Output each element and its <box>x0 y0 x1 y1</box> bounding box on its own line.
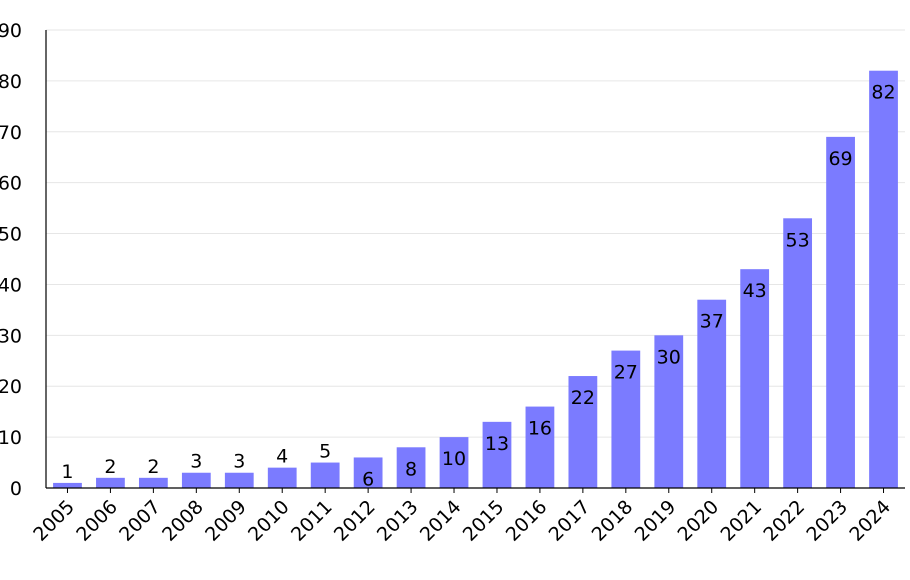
bar-2013 <box>396 447 426 488</box>
gridlines <box>46 29 905 438</box>
bar-2015 <box>482 421 512 488</box>
bar-2011 <box>310 462 340 488</box>
x-tick-label: 2018 <box>588 496 638 546</box>
data-label-2021: 43 <box>743 280 767 302</box>
y-tick-label: 20 <box>0 376 22 398</box>
data-label-2013: 8 <box>405 458 417 480</box>
x-tick-label: 2005 <box>29 496 79 546</box>
x-tick-label: 2006 <box>72 496 122 546</box>
x-tick-label: 2007 <box>115 496 165 546</box>
data-label-2011: 5 <box>319 441 331 463</box>
data-label-2009: 3 <box>233 451 245 473</box>
y-tick-label: 30 <box>0 325 22 347</box>
x-tick-label: 2015 <box>459 496 509 546</box>
bar-2019 <box>654 335 684 488</box>
x-tick-label: 2016 <box>502 496 552 546</box>
bar-2017 <box>568 376 598 488</box>
bar-2016 <box>525 406 555 488</box>
y-tick-label: 40 <box>0 274 22 296</box>
bar-2010 <box>267 467 297 488</box>
x-tick-label: 2013 <box>373 496 423 546</box>
x-tick-label: 2008 <box>158 496 208 546</box>
y-tick-label: 80 <box>0 71 22 93</box>
bar-2012 <box>353 457 383 488</box>
x-tick-label: 2009 <box>201 496 251 546</box>
x-tick-label: 2019 <box>631 496 681 546</box>
x-axis: 2005200620072008200920102011201220132014… <box>29 487 905 546</box>
x-tick-label: 2020 <box>674 496 724 546</box>
data-label-2008: 3 <box>190 451 202 473</box>
x-tick-label: 2014 <box>416 496 466 546</box>
data-label-2017: 22 <box>571 387 595 409</box>
data-label-2015: 13 <box>485 433 509 455</box>
y-tick-label: 60 <box>0 173 22 195</box>
x-tick-label: 2011 <box>287 496 337 546</box>
x-tick-label: 2023 <box>802 496 852 546</box>
y-tick-label: 90 <box>0 20 22 42</box>
data-label-2018: 27 <box>614 362 638 384</box>
data-label-2012: 6 <box>362 468 374 490</box>
data-label-2006: 2 <box>104 456 116 478</box>
y-tick-label: 50 <box>0 224 22 246</box>
data-label-2016: 16 <box>528 418 552 440</box>
x-tick-label: 2021 <box>716 496 766 546</box>
bar-2023 <box>826 136 855 488</box>
data-label-2007: 2 <box>147 456 159 478</box>
x-tick-label: 2017 <box>545 496 595 546</box>
bars <box>53 70 898 489</box>
x-tick-label: 2024 <box>845 496 895 546</box>
bar-2008 <box>181 472 211 488</box>
bar-2005 <box>53 482 82 488</box>
data-label-2020: 37 <box>700 311 724 333</box>
bar-2007 <box>138 477 168 488</box>
x-tick-label: 2022 <box>759 496 809 546</box>
bar-2006 <box>96 477 125 488</box>
bar-2009 <box>224 472 254 488</box>
data-label-2005: 1 <box>61 461 73 483</box>
bar-2022 <box>783 218 813 489</box>
bar-2024 <box>869 70 898 488</box>
bar-2018 <box>611 350 641 488</box>
y-tick-label: 0 <box>10 478 22 500</box>
x-tick-label: 2010 <box>244 496 294 546</box>
bar-2014 <box>439 437 469 488</box>
bar-2020 <box>697 299 727 488</box>
data-label-2022: 53 <box>786 229 810 251</box>
y-tick-label: 10 <box>0 427 22 449</box>
y-tick-label: 70 <box>0 122 22 144</box>
x-tick-label: 2012 <box>330 496 380 546</box>
y-axis: 0 10 20 30 40 50 60 70 80 90 <box>0 20 47 500</box>
data-label-2024: 82 <box>871 82 895 104</box>
bar-2021 <box>740 269 770 488</box>
data-label-2014: 10 <box>442 448 466 470</box>
data-label-2023: 69 <box>828 148 852 170</box>
data-label-2019: 30 <box>657 346 681 368</box>
data-label-2010: 4 <box>276 446 288 468</box>
